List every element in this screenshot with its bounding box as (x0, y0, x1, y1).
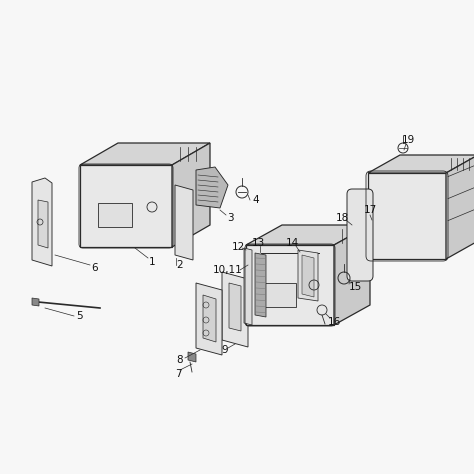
Text: 3: 3 (227, 213, 233, 223)
Polygon shape (38, 200, 48, 248)
Polygon shape (222, 272, 248, 347)
Text: 19: 19 (401, 135, 415, 145)
Polygon shape (255, 253, 266, 317)
Polygon shape (80, 143, 210, 165)
Text: 15: 15 (348, 282, 362, 292)
Text: 1: 1 (149, 257, 155, 267)
Polygon shape (229, 283, 241, 331)
Text: 18: 18 (336, 213, 348, 223)
Polygon shape (203, 295, 216, 342)
Text: 4: 4 (253, 195, 259, 205)
FancyBboxPatch shape (347, 189, 373, 281)
Polygon shape (98, 203, 132, 227)
Polygon shape (446, 155, 474, 259)
Polygon shape (32, 178, 52, 266)
Polygon shape (188, 352, 196, 362)
Text: 7: 7 (175, 369, 182, 379)
Polygon shape (244, 248, 252, 325)
Text: 6: 6 (91, 263, 98, 273)
Polygon shape (32, 298, 39, 306)
Polygon shape (246, 245, 334, 325)
Text: 2: 2 (177, 260, 183, 270)
Text: 10,11: 10,11 (213, 265, 243, 275)
Text: 12: 12 (231, 242, 245, 252)
Polygon shape (175, 185, 193, 260)
Polygon shape (196, 283, 222, 355)
Text: 16: 16 (328, 317, 341, 327)
Polygon shape (172, 143, 210, 247)
Polygon shape (298, 250, 318, 301)
Polygon shape (196, 167, 228, 208)
Polygon shape (334, 225, 370, 325)
Text: 8: 8 (177, 355, 183, 365)
Text: 9: 9 (222, 345, 228, 355)
Text: 5: 5 (77, 311, 83, 321)
Polygon shape (262, 283, 296, 307)
Polygon shape (302, 255, 314, 297)
Polygon shape (368, 173, 446, 259)
Text: 17: 17 (364, 205, 377, 215)
Polygon shape (246, 225, 370, 245)
Polygon shape (368, 155, 474, 173)
Text: 14: 14 (285, 238, 299, 248)
Text: 13: 13 (251, 238, 264, 248)
Polygon shape (80, 165, 172, 247)
